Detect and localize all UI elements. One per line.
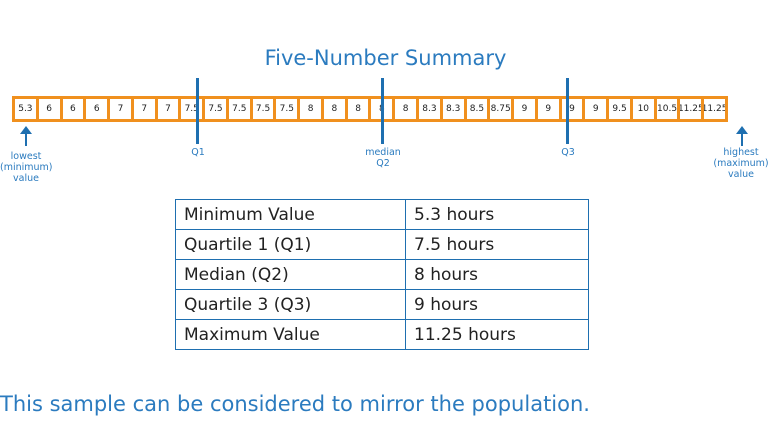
- value-cell: 9.5: [609, 99, 633, 119]
- highest-label: highest (maximum) value: [713, 147, 769, 180]
- table-row: Quartile 1 (Q1) 7.5 hours: [175, 229, 589, 260]
- value-cell: 8: [324, 99, 348, 119]
- data-strip: 5.36667777.57.57.57.57.5888888.38.38.58.…: [12, 96, 728, 122]
- value-cell: 6: [63, 99, 87, 119]
- value-cell: 9: [585, 99, 610, 119]
- row-value: 8 hours: [405, 259, 589, 290]
- value-cell: 7.5: [229, 99, 253, 119]
- q1-line: [196, 78, 199, 144]
- value-cell: 8.3: [443, 99, 467, 119]
- value-cell: 7: [110, 99, 134, 119]
- value-cell: 8.5: [467, 99, 491, 119]
- highest-arrow-icon: [736, 126, 748, 146]
- row-label: Quartile 3 (Q3): [175, 289, 406, 320]
- conclusion-note: This sample can be considered to mirror …: [0, 392, 590, 416]
- q3-line: [566, 78, 569, 144]
- table-row: Minimum Value 5.3 hours: [175, 199, 589, 230]
- value-cell: 7.5: [205, 99, 229, 119]
- value-cell: 7: [158, 99, 182, 119]
- row-value: 7.5 hours: [405, 229, 589, 260]
- value-cell: 8.75: [490, 99, 515, 119]
- row-label: Quartile 1 (Q1): [175, 229, 406, 260]
- row-label: Minimum Value: [175, 199, 406, 230]
- lowest-label: lowest (minimum) value: [0, 151, 53, 184]
- value-cell: 8.3: [419, 99, 443, 119]
- summary-table: Minimum Value 5.3 hours Quartile 1 (Q1) 7.5…: [175, 199, 589, 350]
- row-label: Maximum Value: [175, 319, 406, 350]
- value-cell: 10: [633, 99, 657, 119]
- row-value: 11.25 hours: [405, 319, 589, 350]
- value-cell: 11.25: [704, 99, 728, 119]
- value-cell: 10.5: [657, 99, 681, 119]
- value-cell: 7.5: [181, 99, 206, 119]
- value-cell: 8: [348, 99, 372, 119]
- value-cell: 7.5: [276, 99, 301, 119]
- q1-label: Q1: [191, 147, 205, 158]
- table-row: Maximum Value 11.25 hours: [175, 319, 589, 350]
- value-cell: 9: [562, 99, 586, 119]
- row-value: 5.3 hours: [405, 199, 589, 230]
- value-cell: 8: [395, 99, 420, 119]
- value-cell: 7.5: [253, 99, 277, 119]
- value-cell: 6: [39, 99, 63, 119]
- value-cell: 11.25: [680, 99, 705, 119]
- row-value: 9 hours: [405, 289, 589, 320]
- value-cell: 9: [538, 99, 562, 119]
- lowest-arrow-icon: [20, 126, 32, 146]
- diagram-title: Five-Number Summary: [264, 46, 507, 70]
- value-cell: 9: [514, 99, 538, 119]
- value-cell: 6: [86, 99, 111, 119]
- median-line: [381, 78, 384, 144]
- table-row: Median (Q2) 8 hours: [175, 259, 589, 290]
- q3-label: Q3: [561, 147, 575, 158]
- value-cell: 8: [300, 99, 324, 119]
- row-label: Median (Q2): [175, 259, 406, 290]
- value-cell: 5.3: [15, 99, 39, 119]
- table-row: Quartile 3 (Q3) 9 hours: [175, 289, 589, 320]
- median-label: median Q2: [365, 147, 401, 169]
- value-cell: 7: [134, 99, 158, 119]
